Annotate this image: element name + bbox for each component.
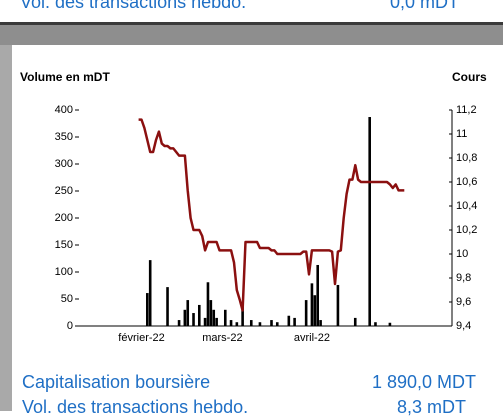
side-strip [0, 45, 12, 411]
y2-tick-label: 9,6 [456, 296, 471, 308]
y-tick-label: 0 [67, 320, 73, 332]
bar [183, 309, 187, 326]
bar [316, 264, 320, 326]
bar [353, 317, 357, 326]
row-value: 0,0 mDT [390, 0, 460, 12]
bar [235, 322, 239, 326]
bar [223, 309, 227, 326]
separator-band [0, 22, 503, 45]
bar [368, 117, 371, 327]
bar [388, 322, 392, 326]
bar [206, 282, 210, 326]
bar [304, 300, 308, 326]
bar [209, 300, 213, 326]
x-tick-label: mars-22 [202, 332, 242, 344]
y-tick-label: 150 [55, 239, 73, 251]
y-tick-label: 350 [55, 131, 73, 143]
y2-tick-label: 11 [456, 128, 467, 140]
top-row: Vol. des transactions hebdo. 0,0 mDT [0, 0, 503, 22]
y2-tick-label: 10,6 [456, 176, 477, 188]
y-tick-label: 50 [61, 293, 73, 305]
bar [275, 322, 279, 326]
row-value: 1 890,0 MDT [372, 372, 477, 392]
y2-tick-label: 10,4 [456, 200, 477, 212]
bar [313, 295, 317, 326]
row-label: Capitalisation boursière [22, 372, 211, 392]
y-tick-label: 400 [55, 104, 73, 116]
bar [203, 317, 207, 326]
row-label: Vol. des transactions hebdo. [20, 0, 247, 12]
x-tick-label: février-22 [118, 332, 164, 344]
bar [241, 304, 244, 326]
bar [287, 315, 291, 326]
y2-axis-title: Cours [452, 70, 487, 84]
bar [212, 309, 216, 326]
bar [197, 304, 201, 326]
y2-tick-label: 10,8 [456, 152, 477, 164]
y2-tick-label: 10 [456, 248, 468, 260]
bar [310, 283, 314, 326]
bar [215, 317, 218, 326]
chart: Volume en mDT Cours 0 50 100 150 200 250 300 35… [20, 70, 487, 344]
bar [319, 320, 322, 326]
bar [229, 320, 233, 326]
x-tick-label: avril-22 [294, 332, 330, 344]
bar [186, 300, 190, 326]
y2-tick-label: 9,8 [456, 272, 471, 284]
y-tick-label: 300 [55, 158, 73, 170]
y2-tick-label: 11,2 [456, 104, 477, 116]
y2-tick-label: 9,4 [456, 320, 471, 332]
price-line [138, 118, 405, 312]
bar [146, 293, 149, 326]
bar [270, 320, 273, 326]
y-tick-label: 200 [55, 212, 73, 224]
y-tick-label: 250 [55, 185, 73, 197]
bar [192, 313, 195, 326]
bar [166, 287, 169, 326]
bar [249, 320, 253, 326]
y2-tick-label: 10,2 [456, 224, 477, 236]
bar [177, 320, 181, 326]
bar [148, 260, 152, 326]
bar [293, 317, 296, 326]
bar [374, 322, 377, 326]
bar [258, 322, 262, 326]
bar [336, 284, 340, 326]
y-tick-label: 100 [55, 266, 73, 278]
y-axis-title: Volume en mDT [20, 70, 110, 84]
